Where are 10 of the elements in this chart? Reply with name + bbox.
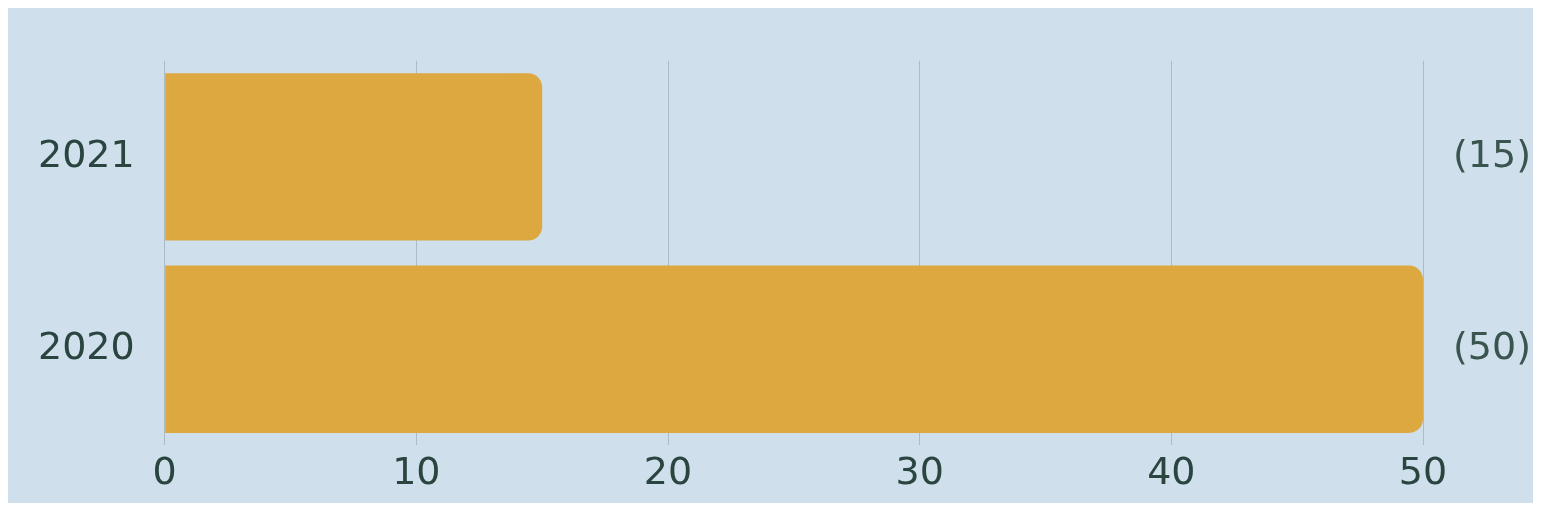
y-tick-label: 2021: [37, 131, 135, 176]
x-tick-label: 30: [895, 449, 944, 494]
y-tick-label: 2020: [37, 324, 135, 369]
x-tick-label: 40: [1147, 449, 1196, 494]
x-tick-label: 10: [392, 449, 441, 494]
x-tick-label: 0: [152, 449, 177, 494]
x-tick-label: 50: [1398, 449, 1448, 494]
data-label: (50): [1452, 324, 1531, 369]
x-tick-label: 20: [643, 449, 693, 494]
data-label: (15): [1452, 131, 1531, 176]
